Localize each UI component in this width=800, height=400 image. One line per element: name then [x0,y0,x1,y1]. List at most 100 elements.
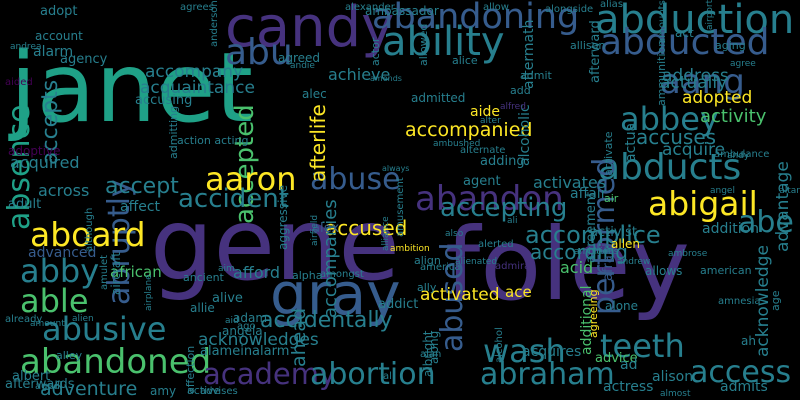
cloud-word-abbey: abbey [620,100,719,138]
cloud-word-gray: gray [270,260,401,328]
cloud-word-allows: allows [645,264,683,278]
cloud-word-actual: actual [623,118,639,162]
cloud-word-adopted: adopted [682,88,753,108]
cloud-word-foley: foley [445,206,690,323]
cloud-word-aided: aided [5,77,33,88]
cloud-word-angela: angela [222,324,263,338]
cloud-word-ambrose: ambrose [668,249,708,259]
cloud-word-account: account [35,29,83,43]
cloud-word-alias: alias [600,0,624,10]
cloud-word-ah: ah [741,334,756,348]
cloud-word-alison: alison [652,369,694,385]
cloud-word-activated: activated [420,285,500,305]
cloud-word-alexander: alexander [345,2,395,13]
cloud-word-air: air [604,192,619,205]
cloud-word-alex: alex [312,221,340,236]
cloud-word-american: american [700,264,752,277]
cloud-word-age: age [769,290,782,312]
cloud-word-gene: gene [150,186,400,303]
cloud-word-acquires: acquires [522,344,582,360]
cloud-word-alameinalarm: alameinalarm [200,344,290,359]
cloud-word-adding: adding [480,154,525,169]
cloud-word-andie: andie [290,61,315,71]
cloud-word-allow: allow [483,2,509,13]
cloud-word-affair: affair [570,186,607,202]
cloud-word-alcoholic: alcoholic [517,104,533,166]
cloud-word-alongside: alongside [545,4,594,15]
cloud-word-actor: actor [369,37,382,66]
cloud-word-candy: candy [225,0,395,60]
cloud-word-allie: allie [190,301,215,315]
cloud-word-accept: accept [105,174,179,199]
cloud-word-abe: abe [738,205,794,240]
cloud-word-abigail: abigail [648,184,758,223]
cloud-word-affection: affection [184,345,197,394]
cloud-word-alan: alan [420,349,442,360]
cloud-word-accompany: accompany [145,62,244,82]
cloud-word-aim: aim [218,264,235,274]
cloud-word-aboard: aboard [30,215,146,254]
cloud-word-amongst: amongst [320,269,364,280]
cloud-word-abu: abu [225,32,293,73]
cloud-word-actress: actress [603,379,654,395]
cloud-word-advanced: advanced [28,245,97,261]
cloud-word-abusive: abusive [42,310,167,348]
cloud-word-academy: academy [203,357,337,391]
cloud-word-actually: actually [660,73,728,93]
cloud-word-amy: amy [150,384,177,398]
cloud-word-airplane: airplane [144,274,154,311]
cloud-word-always: always [382,164,410,173]
cloud-word-across: across [38,181,90,200]
cloud-word-acid: acid [560,258,594,277]
cloud-word-address: address [662,66,729,86]
cloud-word-abraham: abraham [480,357,615,392]
cloud-word-ad: ad [620,357,638,373]
cloud-word-abducts: abducts [598,147,742,188]
cloud-word-alter: alter [480,116,501,126]
cloud-word-ability: ability [382,19,505,65]
cloud-word-amulet: amulet [99,254,110,290]
cloud-word-acquire: acquire [662,140,726,160]
cloud-word-amends: amends [370,74,402,83]
cloud-word-adult: adult [8,197,42,212]
cloud-word-afterwards: afterwards [5,377,75,392]
cloud-word-ambition: ambition [390,244,430,254]
cloud-word-activates: activates [533,173,607,192]
cloud-word-abandoned: abandoned [20,342,212,382]
cloud-word-ambassador: ambassador [365,4,439,18]
cloud-word-add: add [510,84,531,97]
cloud-word-admit: admit [520,69,552,82]
cloud-word-addict: addict [378,297,419,312]
cloud-word-aged: aged [35,381,60,392]
cloud-word-accompanied: accompanied [405,119,533,141]
cloud-word-agree: agree [730,59,756,69]
cloud-word-adopt: adopt [40,4,78,19]
cloud-word-accidentally: accidentally [260,308,393,333]
cloud-word-act: act [675,26,694,40]
cloud-word-allowed: allowed [417,23,430,66]
cloud-word-andrea: andrea [10,42,42,52]
cloud-word-almost: almost [660,389,691,399]
cloud-word-admits: admits [720,379,768,395]
cloud-word-ancient: ancient [183,271,224,284]
cloud-word-abby: abby [20,252,100,290]
cloud-word-al: al [383,371,392,382]
cloud-word-alcohol: alcohol [494,327,505,363]
cloud-word-aid: aid [225,316,239,326]
cloud-word-abduction: abduction [595,0,795,43]
cloud-word-achieve: achieve [328,65,391,84]
cloud-word-accompanies: accompanies [320,199,341,318]
cloud-word-agrees: agrees [180,2,214,13]
cloud-word-abducted: abducted [600,22,770,63]
cloud-word-anderson: anderson [209,0,220,47]
cloud-word-activist: activist [590,225,637,240]
cloud-word-amounts: amounts [657,0,668,44]
cloud-word-allison: allison [570,39,606,52]
cloud-word-admitted: admitted [411,91,466,105]
cloud-word-afford: afford [233,263,281,282]
cloud-word-accusing: accusing [135,93,193,108]
cloud-word-amnesia: amnesia [718,296,761,307]
cloud-word-active: active [187,384,221,397]
cloud-word-accepting: accepting [440,193,568,223]
